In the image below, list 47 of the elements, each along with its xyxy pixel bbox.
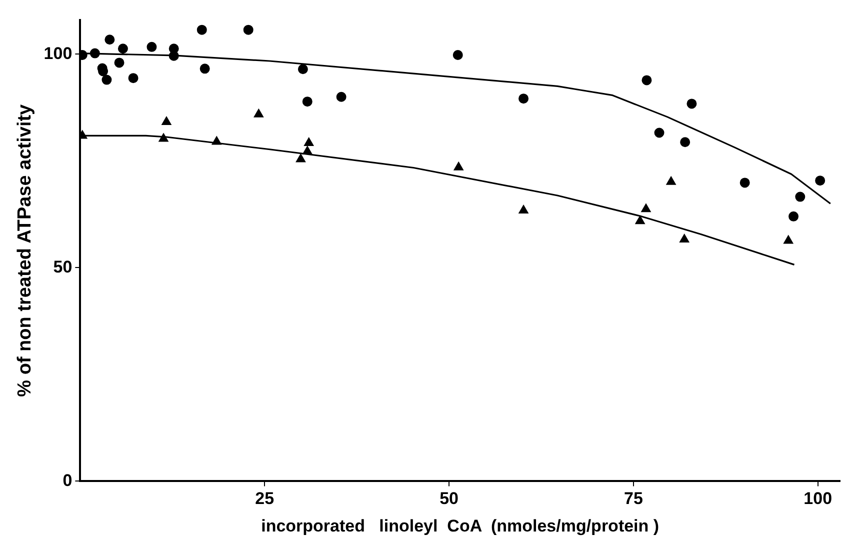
point bbox=[680, 234, 690, 242]
point bbox=[296, 154, 306, 162]
point bbox=[128, 73, 138, 84]
point bbox=[146, 42, 157, 52]
point bbox=[196, 24, 207, 35]
point bbox=[302, 146, 312, 155]
point bbox=[114, 58, 124, 68]
x-tick-label: 50 bbox=[440, 489, 458, 508]
point bbox=[642, 75, 652, 86]
point bbox=[304, 137, 314, 146]
point bbox=[788, 211, 799, 222]
point bbox=[452, 50, 463, 60]
point bbox=[200, 64, 210, 74]
y-tick-label: 100 bbox=[44, 44, 72, 63]
point bbox=[654, 128, 664, 138]
point bbox=[641, 204, 651, 212]
point bbox=[118, 44, 128, 54]
point bbox=[686, 98, 697, 109]
point bbox=[740, 178, 750, 188]
x-axis-title: incorporated linoleyl CoA (nmoles/mg/protein ) bbox=[261, 516, 660, 536]
point bbox=[243, 24, 254, 35]
x-tick-label: 100 bbox=[804, 489, 832, 508]
point bbox=[298, 64, 308, 74]
point bbox=[302, 96, 312, 107]
y-tick-label: 0 bbox=[62, 470, 72, 490]
point bbox=[104, 34, 115, 45]
y-axis-title: % of non treated ATPase activity bbox=[14, 104, 36, 397]
point bbox=[158, 133, 168, 142]
point bbox=[162, 116, 172, 126]
point bbox=[784, 235, 794, 244]
point bbox=[212, 136, 222, 145]
point bbox=[336, 92, 346, 102]
point bbox=[90, 48, 100, 58]
point bbox=[168, 50, 179, 61]
x-tick-label: 25 bbox=[255, 489, 274, 508]
x-tick-label: 75 bbox=[624, 489, 643, 508]
point bbox=[518, 94, 529, 104]
point bbox=[454, 162, 464, 170]
point bbox=[635, 216, 645, 224]
point bbox=[254, 108, 264, 118]
point bbox=[666, 176, 676, 185]
point bbox=[795, 192, 806, 202]
point bbox=[518, 204, 528, 214]
point bbox=[102, 74, 112, 85]
y-tick-label: 50 bbox=[53, 257, 72, 276]
point bbox=[680, 137, 690, 148]
point bbox=[815, 176, 826, 186]
